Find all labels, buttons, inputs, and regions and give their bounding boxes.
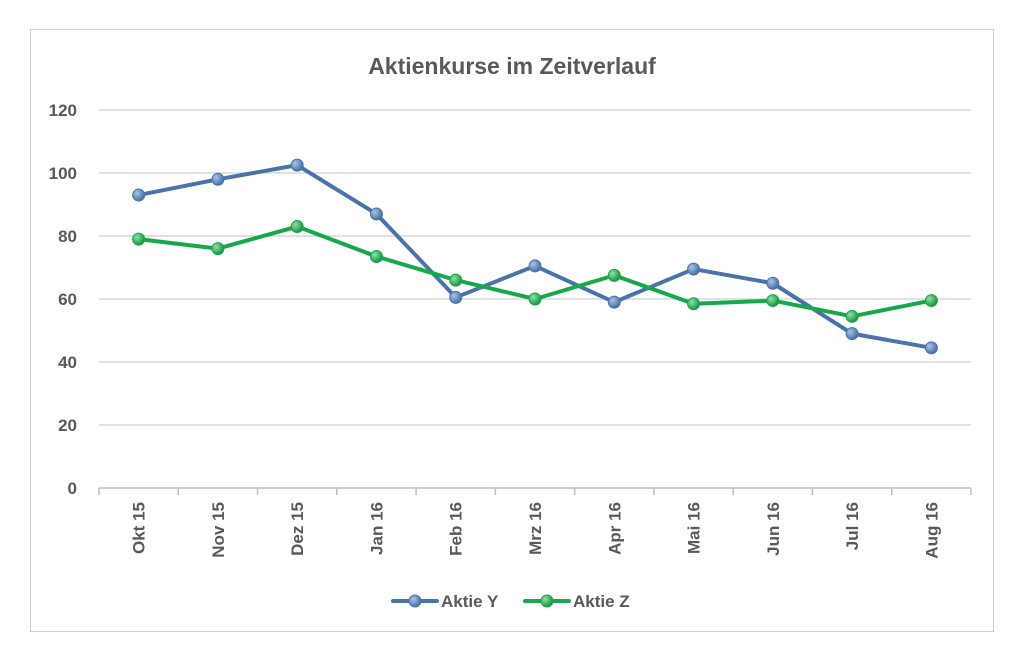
x-tick-label: Jan 16 [367,502,386,555]
data-point [607,295,621,309]
y-tick-label: 40 [58,353,77,372]
legend-label: Aktie Y [441,592,499,611]
data-point [369,207,383,221]
data-point [290,220,304,234]
data-point [211,242,225,256]
data-point [369,249,383,263]
x-tick-label: Jun 16 [764,502,783,556]
legend: Aktie Y Aktie Z [391,592,630,611]
legend-marker [408,594,422,608]
x-tick-label: Nov 15 [209,502,228,558]
legend-label: Aktie Z [573,592,630,611]
data-point [132,188,146,202]
data-point [687,262,701,276]
x-tick-label: Dez 15 [288,502,307,556]
data-point [528,259,542,273]
data-point [132,232,146,246]
x-tick-label: Mai 16 [685,502,704,554]
series-line [136,163,934,350]
axes: 0 20 40 60 80 100 120 Okt 15 Nov 15 Dez 15 Jan 16 F… [49,101,972,559]
data-point [687,297,701,311]
y-tick-label: 20 [58,416,77,435]
data-point [290,158,304,172]
series-layer [132,158,938,355]
data-point [607,268,621,282]
x-tick-label: Apr 16 [605,502,624,555]
y-tick-label: 60 [58,290,77,309]
data-point [924,341,938,355]
y-tick-label: 0 [68,479,77,498]
x-tick-label: Aug 16 [922,502,941,559]
x-tick-label: Feb 16 [447,502,466,556]
data-point [211,172,225,186]
data-point [528,292,542,306]
data-point [449,290,463,304]
data-point [449,273,463,287]
data-point [845,309,859,323]
y-tick-label: 80 [58,227,77,246]
x-tick-label: Mrz 16 [526,502,545,555]
x-tick-label: Okt 15 [130,502,149,554]
data-point [766,294,780,308]
data-point [766,276,780,290]
data-point [924,294,938,308]
legend-marker [540,594,554,608]
y-tick-label: 100 [49,164,77,183]
chart-frame [30,29,994,632]
chart-title: Aktienkurse im Zeitverlauf [368,53,656,79]
data-point [845,327,859,341]
y-tick-label: 120 [49,101,77,120]
x-tick-label: Jul 16 [843,502,862,550]
